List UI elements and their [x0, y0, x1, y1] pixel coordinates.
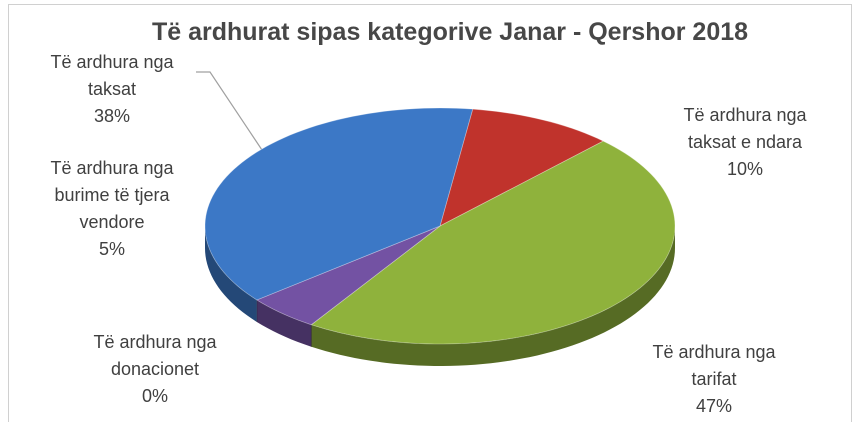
- data-label: Të ardhura nga tarifat 47%: [634, 339, 794, 420]
- label-value: 10%: [726, 159, 764, 179]
- label-name: Të ardhura nga burime të tjera vendore: [50, 158, 174, 232]
- slice: [204, 107, 474, 301]
- label-name: Të ardhura nga tarifat: [652, 342, 776, 389]
- label-value: 0%: [141, 386, 168, 406]
- label-name: Të ardhura nga taksat e ndara: [683, 105, 807, 152]
- label-value: 47%: [695, 396, 733, 416]
- data-label: Të ardhura nga donacionet 0%: [75, 329, 235, 410]
- slice-side: [205, 226, 257, 322]
- slice-side: [311, 226, 675, 366]
- slice-side: [256, 299, 312, 347]
- data-label: Të ardhura nga taksat e ndara 10%: [665, 102, 825, 183]
- slice: [439, 108, 605, 227]
- label-value: 38%: [93, 106, 131, 126]
- chart-title: Të ardhurat sipas kategorive Janar - Qer…: [152, 18, 748, 46]
- data-label: Të ardhura nga taksat 38%: [32, 49, 192, 130]
- label-value: 5%: [98, 239, 125, 259]
- leader-line: [196, 71, 263, 151]
- slice: [310, 140, 676, 345]
- data-label: Të ardhura nga burime të tjera vendore 5%: [32, 155, 192, 263]
- slice: [255, 225, 441, 326]
- label-name: Të ardhura nga taksat: [50, 52, 174, 99]
- label-name: Të ardhura nga donacionet: [93, 332, 217, 379]
